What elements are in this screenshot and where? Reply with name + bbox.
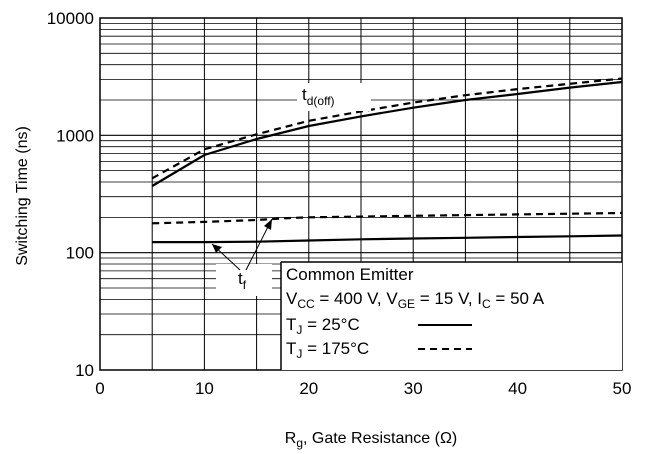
legend-entry-175c: TJ = 175°C [286, 339, 369, 361]
x-tick-label: 50 [613, 379, 632, 398]
tf-annotation-bg [216, 264, 272, 296]
series-line [151, 80, 623, 187]
x-axis-label: Rg, Gate Resistance (Ω) [285, 430, 457, 450]
legend-title: Common Emitter [286, 265, 414, 284]
cond-ic-sub: C [482, 297, 491, 311]
cond-vge-main: V [386, 289, 398, 308]
series-lines [151, 77, 623, 244]
entry-25c-main: T [286, 315, 296, 334]
cond-vcc-rest: = 400 V, [315, 289, 387, 308]
cond-vcc-main: V [286, 289, 298, 308]
legend-box [281, 262, 622, 370]
x-tick-label: 10 [195, 379, 214, 398]
y-tick-label: 1000 [56, 126, 94, 145]
entry-175c-sub: J [296, 347, 302, 361]
tf-annotation: tf [238, 269, 247, 292]
td-off-annotation: td(off) [302, 85, 335, 108]
x-tick-label: 20 [299, 379, 318, 398]
td-off-annotation-bg [297, 83, 371, 111]
td-off-main: t [302, 85, 307, 104]
td-off-sub: d(off) [307, 94, 335, 108]
y-axis-label: Switching Time (ns) [14, 126, 31, 266]
cond-ic-main: I [477, 289, 482, 308]
tf-main: t [238, 269, 243, 288]
tf-arrowhead-175c [264, 219, 272, 230]
entry-25c-sub: J [296, 323, 302, 337]
y-tick-label: 10000 [47, 9, 94, 28]
series-line [152, 234, 623, 244]
x-tick-label: 30 [404, 379, 423, 398]
x-tick-label: 40 [508, 379, 527, 398]
cond-ic-rest: = 50 A [491, 289, 545, 308]
legend-entry-25c: TJ = 25°C [286, 315, 360, 337]
x-axis-label-sub: g [296, 436, 303, 450]
tf-sub: f [243, 278, 247, 292]
legend: Common Emitter VCC = 400 V, VGE = 15 V, … [280, 261, 622, 370]
entry-175c-rest: = 175°C [302, 339, 369, 358]
cond-vge-sub: GE [398, 297, 415, 311]
series-line [151, 77, 623, 180]
cond-vcc-sub: CC [297, 297, 315, 311]
legend-conditions: VCC = 400 V, VGE = 15 V, IC = 50 A [286, 289, 545, 311]
entry-175c-main: T [286, 339, 296, 358]
y-tick-label: 10 [75, 361, 94, 380]
entry-25c-rest: = 25°C [302, 315, 359, 334]
y-tick-label: 100 [66, 244, 94, 263]
x-axis-label-main: R [285, 430, 297, 447]
cond-vge-rest: = 15 V, [415, 289, 477, 308]
series-line [152, 211, 623, 225]
tf-arrowhead-25c [212, 244, 222, 253]
x-axis-label-rest: , Gate Resistance (Ω) [303, 430, 457, 447]
x-tick-label: 0 [95, 379, 104, 398]
